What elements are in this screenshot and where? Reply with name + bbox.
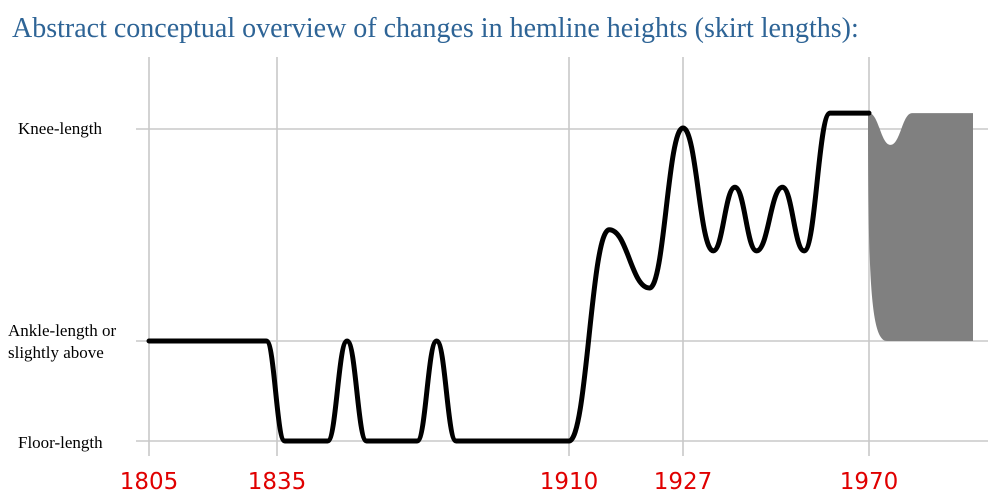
x-tick-label-1970: 1970	[840, 469, 899, 495]
x-tick-label-1835: 1835	[248, 469, 307, 495]
modern-range-band	[868, 113, 973, 341]
x-axis-labels: 1805 1835 1910 1927 1970	[120, 469, 899, 495]
y-label-knee: Knee-length	[18, 119, 103, 138]
chart-title: Abstract conceptual overview of changes …	[12, 13, 859, 44]
y-axis-labels: Knee-length Ankle-length or slightly abov…	[8, 119, 116, 452]
y-label-floor: Floor-length	[18, 433, 103, 452]
x-tick-label-1927: 1927	[654, 469, 713, 495]
y-label-ankle: Ankle-length or slightly above	[8, 321, 116, 362]
x-tick-label-1805: 1805	[120, 469, 179, 495]
hemline-curve	[146, 110, 872, 444]
x-tick-label-1910: 1910	[540, 469, 599, 495]
grid-lines	[136, 57, 988, 456]
